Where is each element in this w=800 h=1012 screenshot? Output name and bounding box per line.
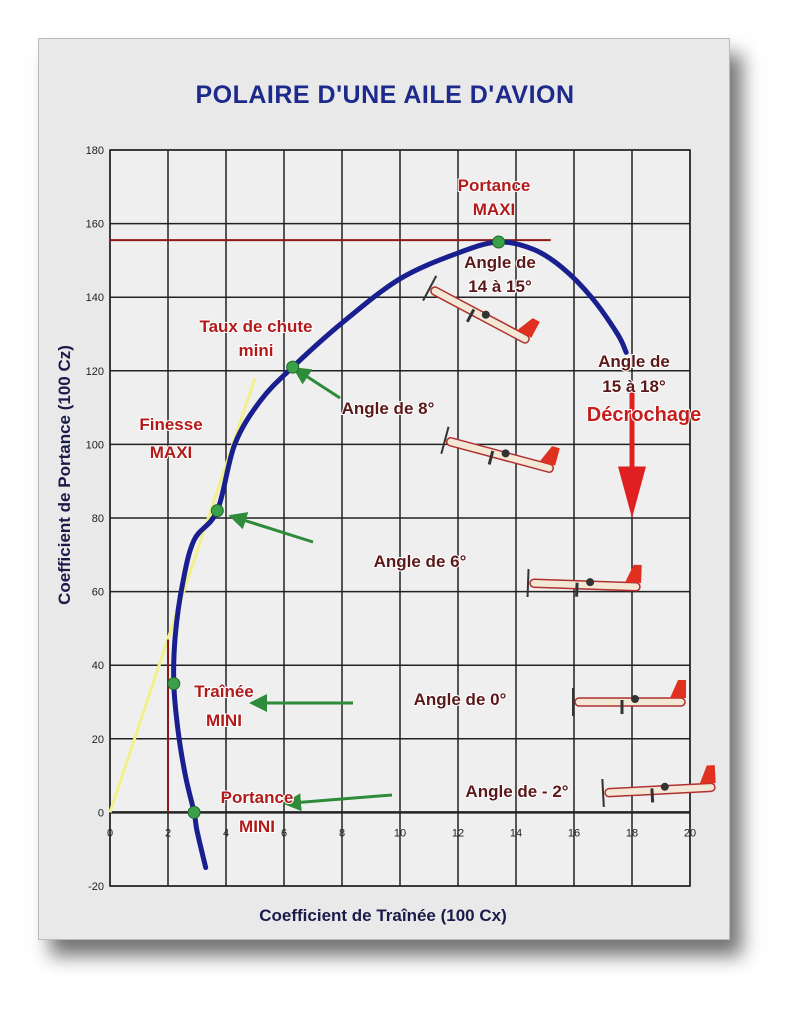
x-tick-label: 10: [394, 827, 406, 839]
y-tick-label: 80: [92, 513, 104, 525]
airplane-fuselage: [430, 286, 530, 344]
annotation-decrochage: Décrochage: [587, 404, 702, 426]
airplane-fuselage: [604, 782, 716, 798]
green-arrow: [292, 367, 341, 400]
airplane-fuselage: [574, 697, 686, 707]
annotation-portance-maxi-2: MAXI: [473, 200, 516, 219]
green-arrow: [283, 793, 393, 812]
y-tick-label: 120: [86, 366, 104, 378]
airplane-fuselage: [529, 578, 641, 592]
annotation-angle-14-2: 14 à 15°: [468, 277, 532, 296]
airplane-propeller: [422, 275, 438, 302]
y-tick-label: 20: [92, 734, 104, 746]
airplane-icon: [526, 564, 642, 598]
annotation-angle-6: Angle de 6°: [374, 552, 467, 571]
airplane-propeller: [601, 778, 605, 808]
annotation-trainee-mini-2: MINI: [206, 711, 242, 730]
stall-arrow-head: [618, 466, 646, 518]
key-point: [492, 235, 506, 249]
y-tick-label: 160: [86, 219, 104, 231]
annotation-portance-maxi-1: Portance: [458, 176, 531, 195]
annotation-taux-chute-2: mini: [239, 341, 274, 360]
x-tick-label: 12: [452, 827, 464, 839]
annotation-angle-0: Angle de 0°: [414, 690, 507, 709]
annotation-trainee-mini-1: Traînée: [194, 682, 254, 701]
airplane-cockpit: [501, 449, 510, 458]
green-arrow: [228, 512, 314, 544]
airplane-cockpit: [660, 782, 669, 791]
airplane-tail: [699, 765, 716, 784]
airplane-tail: [539, 446, 560, 466]
annotation-angle-8: Angle de 8°: [342, 399, 435, 418]
airplane-tail: [517, 318, 540, 338]
annotation-angle-15-1: Angle de: [598, 352, 670, 371]
x-tick-label: 16: [568, 827, 580, 839]
airplane-tail: [670, 680, 686, 698]
annotation-portance-mini-2: MINI: [239, 817, 275, 836]
airplane-cockpit: [586, 578, 595, 587]
y-tick-label: -20: [88, 881, 104, 893]
airplane-tail: [625, 564, 642, 583]
y-tick-label: 100: [86, 439, 104, 451]
airplane-propeller: [526, 568, 530, 598]
airplane-cockpit: [481, 310, 490, 319]
x-axis-label: Coefficient de Traînée (100 Cx): [259, 906, 507, 925]
x-tick-label: 2: [165, 827, 171, 839]
grid: [109, 149, 691, 887]
airplane-propeller: [440, 426, 450, 455]
x-tick-label: 20: [684, 827, 696, 839]
key-point: [210, 504, 224, 518]
x-tick-label: 18: [626, 827, 638, 839]
chart-title: POLAIRE D'UNE AILE D'AVION: [195, 81, 574, 109]
annotation-taux-chute-1: Taux de chute: [199, 317, 312, 336]
airplane-icon: [601, 765, 716, 808]
airplane-wing: [465, 308, 476, 323]
annotation-angle-15-2: 15 à 18°: [602, 377, 666, 396]
key-point: [187, 805, 201, 819]
x-tick-label: 14: [510, 827, 522, 839]
airplane-icon: [422, 275, 540, 344]
airplane-wing: [487, 450, 495, 465]
y-tick-label: 180: [86, 145, 104, 157]
key-point: [167, 677, 181, 691]
airplane-fuselage: [445, 437, 555, 473]
y-axis-label: Coefficient de Portance (100 Cz): [55, 345, 74, 605]
airplane-wing: [650, 788, 655, 803]
y-tick-label: 60: [92, 587, 104, 599]
annotation-finesse-maxi-2: MAXI: [150, 443, 193, 462]
x-tick-label: 0: [107, 827, 113, 839]
key-point: [286, 360, 300, 374]
y-tick-label: 40: [92, 660, 104, 672]
annotation-portance-mini-1: Portance: [221, 788, 294, 807]
y-tick-label: 0: [98, 807, 104, 819]
y-tick-label: 140: [86, 292, 104, 304]
airplane-icon: [440, 426, 560, 473]
annotation-angle-m2: Angle de - 2°: [465, 782, 568, 801]
x-tick-label: 4: [223, 827, 229, 839]
airplane-cockpit: [631, 695, 639, 703]
annotation-finesse-maxi-1: Finesse: [139, 415, 202, 434]
x-tick-label: 8: [339, 827, 345, 839]
annotation-angle-14-1: Angle de: [464, 253, 536, 272]
x-tick-label: 6: [281, 827, 287, 839]
polar-curve: [171, 239, 629, 871]
airplane-icon: [572, 680, 686, 716]
